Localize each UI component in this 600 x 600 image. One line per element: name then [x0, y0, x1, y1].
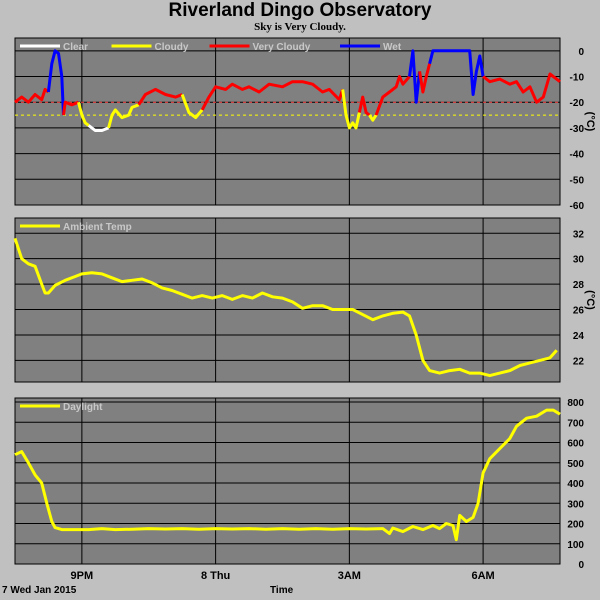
y-tick-label: -30 [570, 124, 585, 135]
y-tick-label: 500 [567, 459, 584, 470]
sky-temp-series-segment [77, 101, 90, 127]
y-axis-label: (°C) [584, 290, 596, 310]
sky-temp-series-segment [107, 103, 140, 129]
x-tick-label: 9PM [71, 570, 94, 582]
y-tick-label: 26 [573, 306, 585, 317]
sky-temp-series-segment [137, 87, 183, 106]
legend-label: Clear [63, 42, 88, 53]
y-tick-label: 28 [573, 280, 585, 291]
sky-temp-series-segment [14, 87, 50, 104]
sky-temp-series-segment [62, 100, 80, 116]
y-tick-label: -20 [570, 98, 585, 109]
y-tick-label: 400 [567, 479, 584, 490]
y-tick-label: -50 [570, 175, 585, 186]
y-tick-label: -10 [570, 73, 585, 84]
sky-temperature-panel [14, 37, 561, 206]
y-tick-label: -60 [570, 201, 585, 212]
daylight-panel [14, 397, 561, 565]
sky-temp-series-segment [428, 49, 485, 96]
series-line [14, 408, 561, 542]
sky-temp-series-segment [87, 124, 110, 132]
sky-status-subtitle: Sky is Very Cloudy. [254, 21, 346, 33]
plot-area [14, 397, 561, 565]
x-tick-label: 8 Thu [201, 570, 230, 582]
y-tick-label: 600 [567, 439, 584, 450]
legend-label: Very Cloudy [253, 42, 311, 53]
plot-area [14, 37, 561, 206]
sky-temp-series-segment [368, 114, 378, 122]
y-tick-label: 300 [567, 499, 584, 510]
y-tick-label: 0 [578, 560, 584, 571]
sky-temp-series-segment [408, 49, 422, 104]
sky-temp-series-segment [418, 63, 432, 94]
y-tick-label: 100 [567, 540, 584, 551]
date-label: 7 Wed Jan 2015 [2, 585, 77, 596]
sky-temp-series-segment [341, 89, 361, 130]
legend-label: Cloudy [155, 42, 189, 53]
y-tick-label: 22 [573, 356, 585, 367]
legend-label: Ambient Temp [63, 222, 132, 233]
time-axis-label: Time [270, 585, 294, 596]
sky-temp-series-segment [46, 49, 65, 116]
legend-label: Daylight [63, 402, 103, 413]
y-tick-label: 200 [567, 520, 584, 531]
sky-temp-series-segment [374, 75, 411, 116]
series-line [13, 237, 558, 378]
x-tick-label: 3AM [338, 570, 361, 582]
ambient-temp-panel [13, 217, 561, 383]
y-tick-label: 0 [578, 47, 584, 58]
y-tick-label: 30 [573, 255, 585, 266]
sky-temp-series-segment [482, 72, 561, 104]
y-tick-label: 24 [573, 331, 585, 342]
x-tick-label: 6AM [471, 570, 494, 582]
page-title: Riverland Dingo Observatory [168, 0, 432, 21]
y-tick-label: 800 [567, 398, 584, 409]
sky-temp-series-segment [357, 95, 371, 117]
sky-temp-series-segment [180, 93, 204, 120]
legend-label: Wet [383, 42, 402, 53]
y-tick-label: 700 [567, 418, 584, 429]
y-axis-label: (°C) [584, 112, 596, 132]
y-tick-label: 32 [573, 229, 585, 240]
sky-temp-series-segment [200, 80, 345, 111]
y-tick-label: -40 [570, 150, 585, 161]
